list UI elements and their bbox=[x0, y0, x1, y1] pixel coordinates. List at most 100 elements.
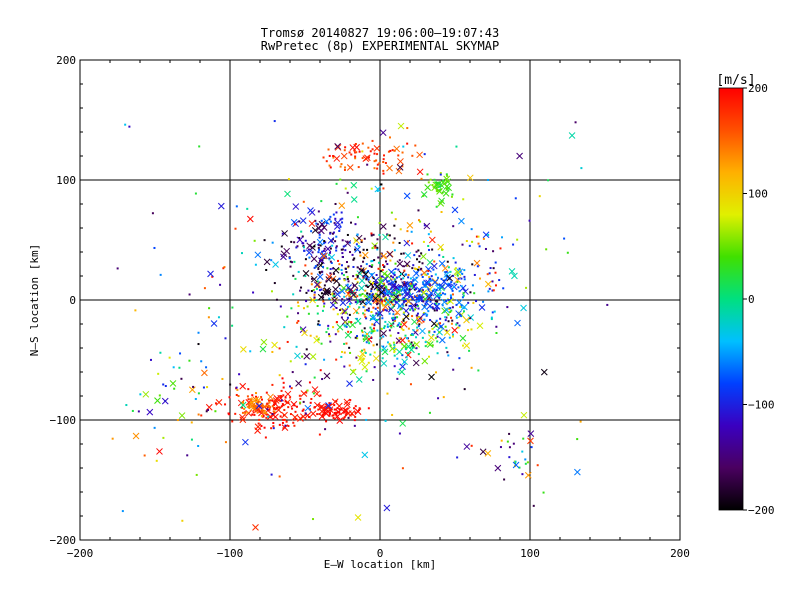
data-point-x bbox=[426, 302, 434, 310]
data-point bbox=[190, 421, 193, 424]
data-point-x bbox=[316, 273, 324, 281]
data-point bbox=[380, 284, 383, 287]
data-point bbox=[547, 179, 550, 182]
data-point-x bbox=[336, 417, 344, 424]
data-point bbox=[387, 150, 390, 153]
data-point-x bbox=[395, 167, 403, 175]
data-point bbox=[388, 297, 391, 300]
data-point bbox=[278, 475, 281, 478]
data-point bbox=[350, 153, 353, 156]
data-point bbox=[402, 311, 405, 314]
data-point bbox=[317, 210, 320, 213]
data-point bbox=[301, 242, 304, 245]
data-point bbox=[348, 297, 351, 300]
data-point bbox=[332, 326, 335, 329]
data-point bbox=[353, 149, 356, 152]
data-point-x bbox=[473, 259, 481, 267]
data-point bbox=[412, 309, 415, 312]
data-point bbox=[370, 187, 373, 190]
chart-title: Tromsø 20140827 19:06:00–19:07:43 bbox=[261, 26, 499, 40]
data-point bbox=[409, 277, 412, 280]
data-point bbox=[435, 181, 438, 184]
data-point bbox=[176, 419, 179, 422]
data-point bbox=[347, 292, 350, 295]
data-point bbox=[382, 335, 385, 338]
data-point bbox=[200, 414, 203, 417]
data-point bbox=[348, 241, 351, 244]
data-point bbox=[370, 273, 373, 276]
data-point bbox=[459, 305, 462, 308]
data-point bbox=[357, 245, 360, 248]
data-point-x bbox=[254, 251, 262, 259]
data-point bbox=[329, 251, 332, 254]
data-point bbox=[265, 404, 268, 407]
data-point-x bbox=[424, 184, 432, 191]
data-point bbox=[265, 416, 268, 419]
data-point-x bbox=[382, 233, 389, 241]
data-point bbox=[430, 279, 433, 282]
data-point bbox=[153, 426, 156, 429]
data-point-x bbox=[386, 250, 394, 258]
data-point bbox=[303, 246, 306, 249]
data-point bbox=[494, 261, 497, 264]
data-point bbox=[346, 283, 349, 286]
data-point bbox=[365, 418, 368, 421]
data-point bbox=[362, 275, 365, 278]
data-point bbox=[348, 151, 351, 154]
data-point bbox=[317, 246, 320, 249]
data-point bbox=[407, 327, 410, 330]
data-point-x bbox=[484, 280, 492, 288]
data-point bbox=[295, 418, 298, 421]
data-point-x bbox=[299, 217, 307, 224]
data-point bbox=[321, 413, 324, 416]
data-point bbox=[372, 233, 375, 236]
data-point bbox=[338, 408, 341, 411]
data-point-x bbox=[440, 180, 448, 188]
data-point bbox=[402, 319, 405, 322]
data-point bbox=[475, 300, 478, 303]
data-point bbox=[287, 178, 290, 181]
data-point bbox=[346, 305, 349, 308]
data-point bbox=[354, 151, 357, 154]
data-point-x bbox=[263, 258, 271, 266]
data-point bbox=[508, 432, 511, 435]
data-point bbox=[346, 191, 349, 194]
data-point bbox=[574, 121, 577, 124]
data-point bbox=[394, 319, 397, 322]
data-point bbox=[296, 245, 299, 248]
data-point bbox=[428, 276, 431, 279]
data-point bbox=[208, 307, 211, 310]
data-point-x bbox=[441, 264, 449, 272]
data-point bbox=[439, 173, 442, 176]
data-point-x bbox=[323, 372, 331, 380]
data-point-x bbox=[217, 202, 225, 210]
data-point bbox=[363, 327, 366, 330]
data-point bbox=[322, 300, 325, 303]
data-point bbox=[422, 291, 425, 294]
data-point-x bbox=[239, 416, 247, 424]
data-point bbox=[253, 239, 256, 242]
data-point bbox=[329, 247, 332, 250]
data-point bbox=[365, 341, 368, 344]
data-point bbox=[455, 303, 458, 306]
data-point bbox=[420, 267, 423, 270]
data-point bbox=[335, 358, 338, 361]
data-point bbox=[335, 321, 338, 324]
data-point-x bbox=[466, 174, 474, 182]
data-point bbox=[241, 402, 244, 405]
data-point bbox=[335, 182, 338, 185]
data-point bbox=[307, 248, 310, 251]
data-point bbox=[430, 275, 433, 278]
data-point bbox=[325, 222, 328, 225]
data-point-x bbox=[338, 202, 346, 209]
data-point bbox=[290, 240, 293, 243]
data-point bbox=[356, 311, 359, 314]
data-point-x bbox=[142, 390, 150, 398]
data-point bbox=[346, 240, 349, 243]
data-point bbox=[313, 376, 316, 379]
data-point bbox=[501, 236, 504, 239]
data-point bbox=[273, 120, 276, 123]
data-point bbox=[361, 349, 364, 352]
data-point bbox=[356, 233, 359, 236]
data-point bbox=[406, 264, 409, 267]
